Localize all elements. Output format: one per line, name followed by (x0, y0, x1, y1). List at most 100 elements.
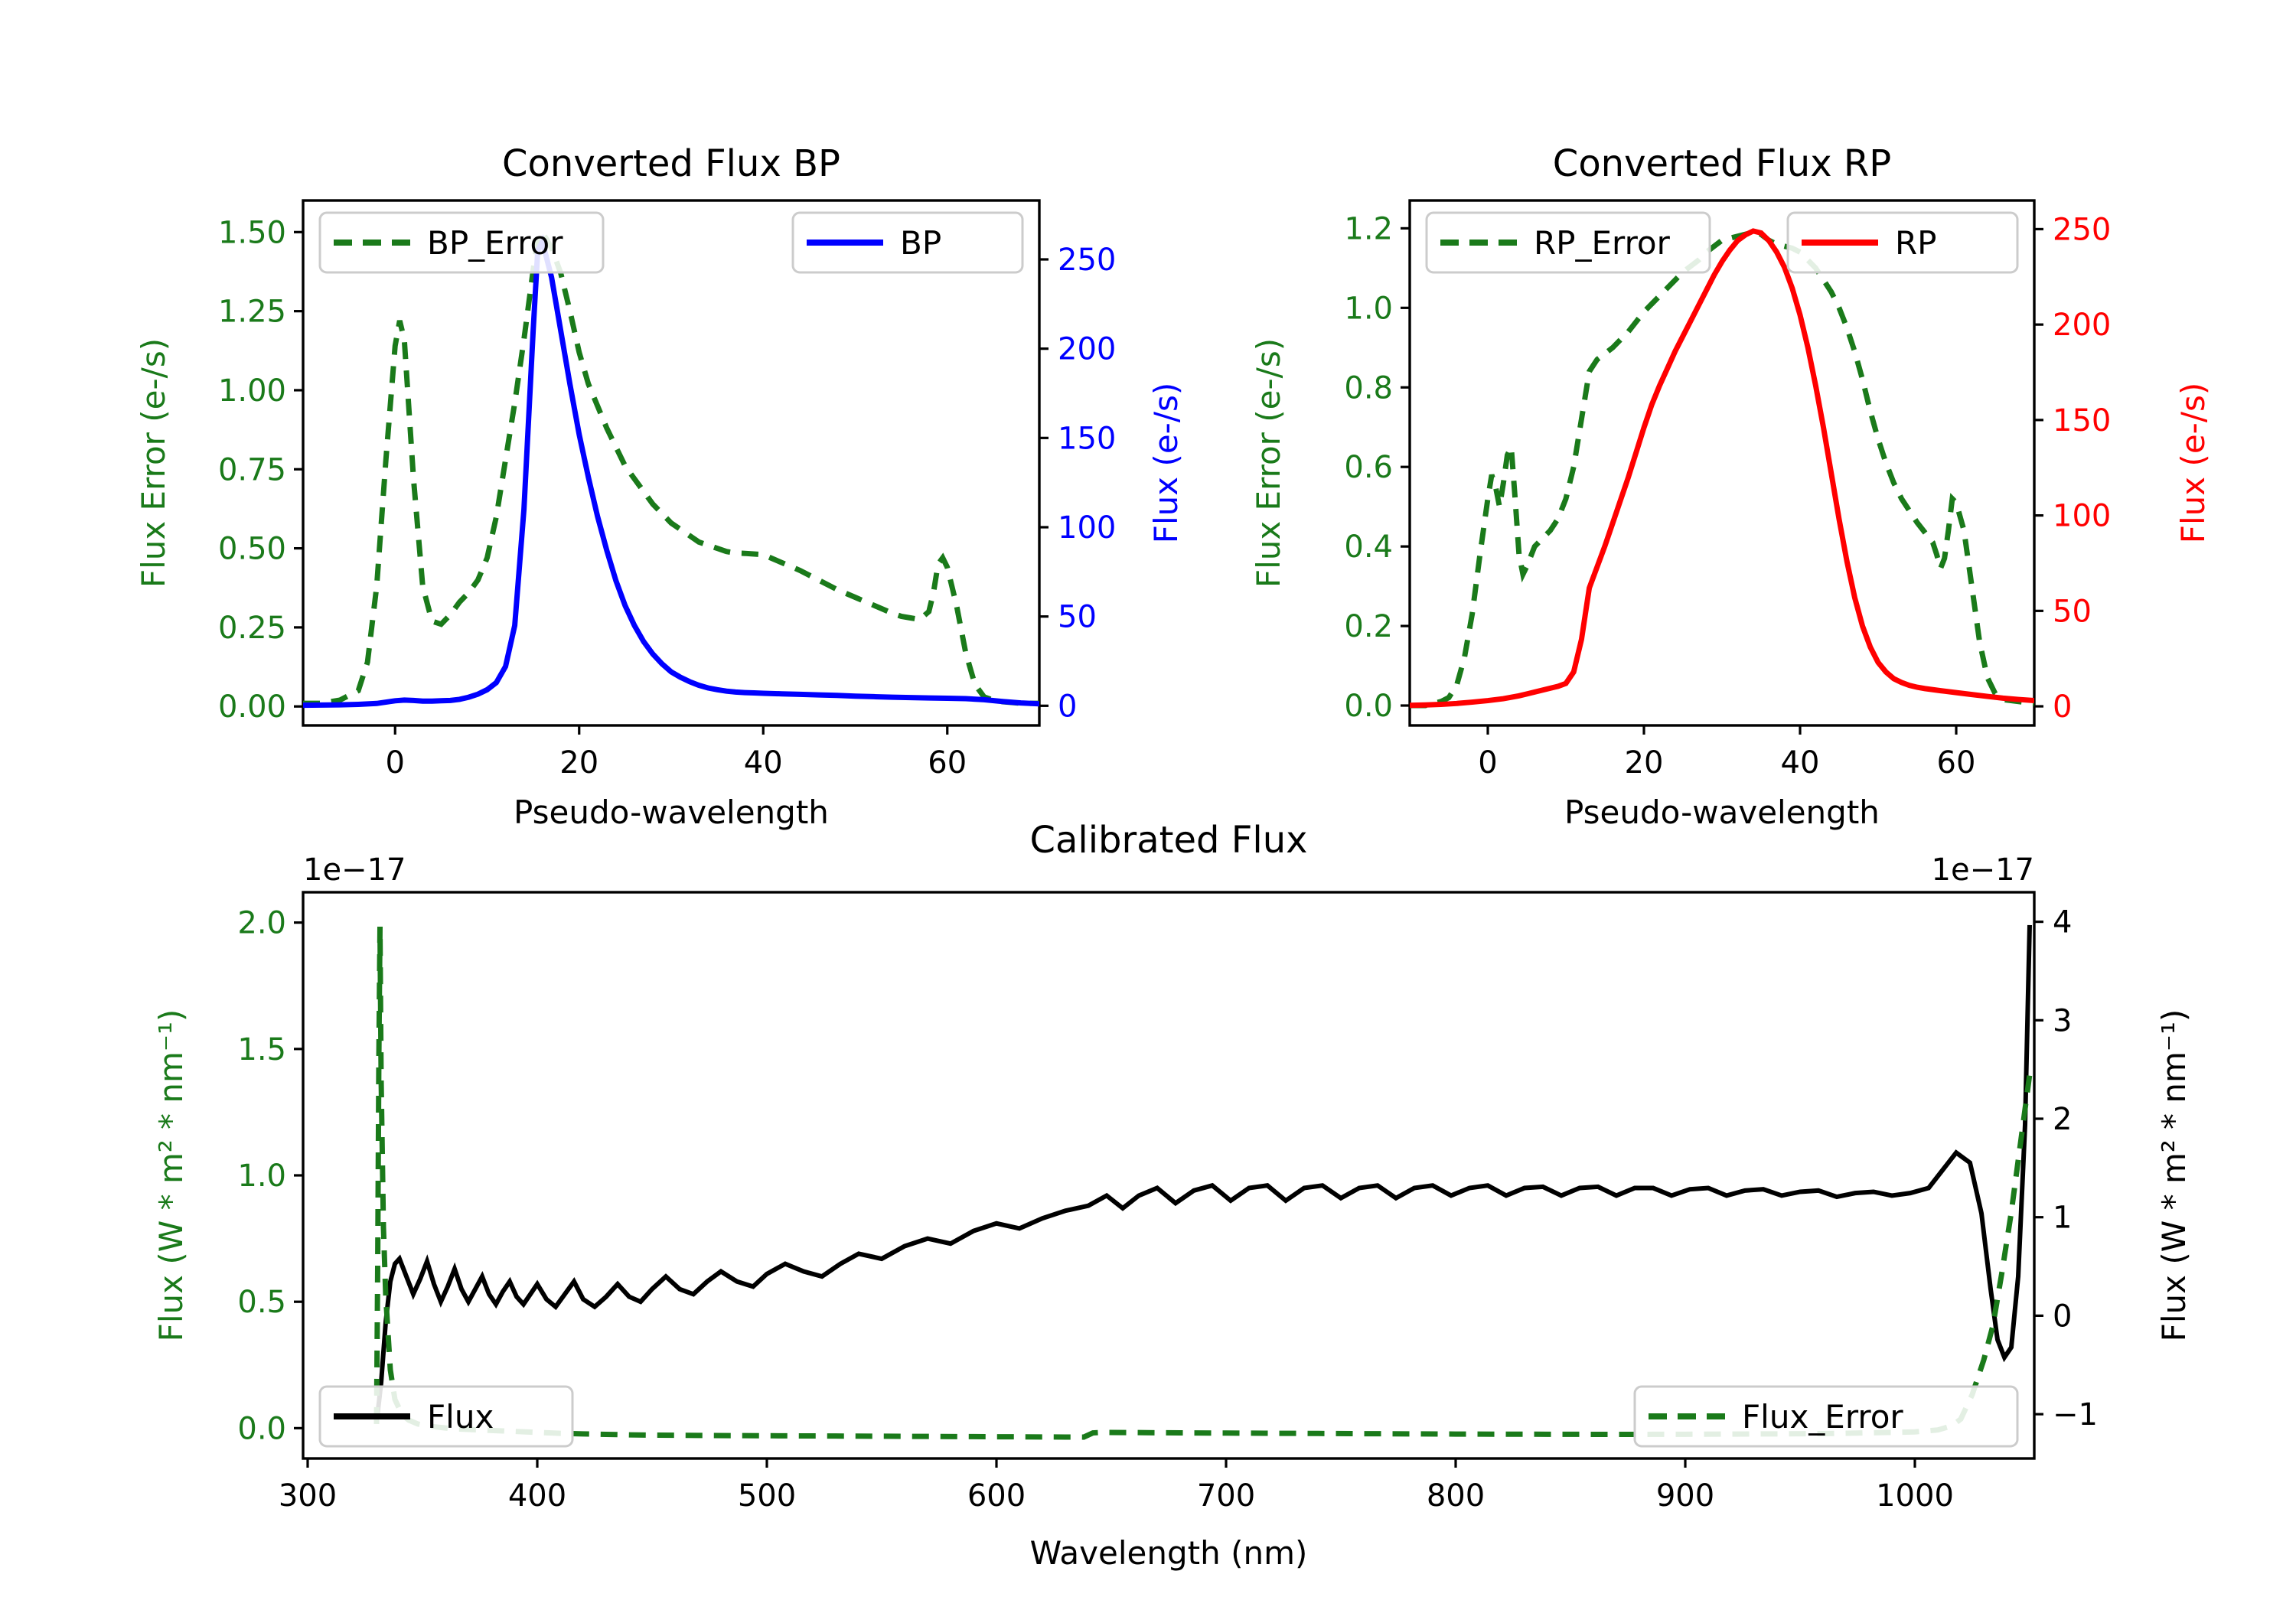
cal-plotarea-xtick-label: 300 (279, 1478, 337, 1514)
rp-plotarea-ytick-left-label: 1.0 (1344, 291, 1393, 326)
cal-plotarea-ytick-left-label: 1.0 (237, 1159, 286, 1194)
panel-converted-flux-rp: Converted Flux RP 0 20 40 60 0.0 0.2 0.4 0.6 0.8… (1250, 142, 2212, 831)
rp-plotarea-ytick-right-label: 200 (2053, 308, 2111, 343)
rp-plotarea-xtick-label: 60 (1937, 745, 1976, 781)
cal-right-offset-exponent: 1e−17 (1932, 852, 2034, 888)
cal-plotarea-xtick-label: 700 (1197, 1478, 1255, 1514)
cal-plotarea-xtick-label: 500 (738, 1478, 796, 1514)
bp-plotarea-ytick-right-label: 0 (1058, 689, 1077, 724)
cal-plotarea-xtick-label: 400 (508, 1478, 566, 1514)
cal-plotarea-ytick-right-label: 3 (2053, 1003, 2072, 1038)
cal-panel-title: Calibrated Flux (1029, 819, 1307, 862)
cal-plotarea-ytick-left-label: 1.5 (237, 1032, 286, 1067)
bp-plotarea-ytick-left-label: 1.00 (218, 373, 286, 409)
rp-x-axis-label: Pseudo-wavelength (1564, 794, 1880, 831)
cal-plotarea-xtick-label: 1000 (1876, 1478, 1954, 1514)
bp-right-y-axis-label: Flux (e-/s) (1147, 383, 1185, 543)
rp-plotarea-xtick-label: 0 (1478, 745, 1497, 781)
rp-legend-error[interactable]: RP_Error (1425, 211, 1711, 274)
rp-legend-left-label: RP_Error (1534, 224, 1671, 262)
cal-plotarea-xtick-label: 600 (967, 1478, 1026, 1514)
cal-plotarea-ytick-left-label: 2.0 (237, 906, 286, 941)
panel-converted-flux-bp: Converted Flux BP 0 20 40 60 0.00 0.25 0.50 0.7… (135, 142, 1185, 831)
bp-panel-title: Converted Flux BP (502, 142, 840, 185)
bp-plotarea-ytick-right-label: 250 (1058, 243, 1116, 278)
rp-plotarea-ytick-left-label: 0.8 (1344, 370, 1393, 406)
bp-plotarea-axes-frame (302, 199, 1041, 727)
bp-plotarea-series-bp (303, 233, 1039, 709)
rp-plotarea-ytick-right-label: 0 (2053, 689, 2072, 725)
panel-calibrated-flux: Calibrated Flux 300 400 500 600 700 800 900 100… (152, 819, 2193, 1572)
rp-panel-title: Converted Flux RP (1553, 142, 1891, 185)
bp-plotarea-series-bp_error (303, 227, 1039, 706)
rp-plotarea-ytick-left-label: 1.2 (1344, 211, 1393, 246)
cal-plotarea-ytick-right-label: 0 (2053, 1299, 2072, 1334)
rp-plotarea-ytick-right-label: 150 (2053, 403, 2111, 438)
cal-x-axis-label: Wavelength (nm) (1030, 1534, 1308, 1572)
cal-plotarea-xtick-label: 900 (1656, 1478, 1714, 1514)
rp-plotarea-ytick-left-label: 0.0 (1344, 689, 1393, 724)
cal-plotarea-xtick-label: 800 (1427, 1478, 1485, 1514)
bp-legend-right-box (791, 211, 1024, 274)
rp-legend-right-box (1786, 211, 2019, 274)
bp-plotarea-series-group (303, 227, 1039, 709)
bp-plotarea-ytick-right-label: 50 (1058, 600, 1097, 635)
bp-plotarea-ytick-right-label: 200 (1058, 332, 1116, 367)
rp-plotarea-ytick-left-label: 0.6 (1344, 450, 1393, 485)
bp-plotarea-xtick-label: 60 (928, 745, 967, 781)
rp-right-y-axis-label: Flux (e-/s) (2174, 383, 2212, 543)
cal-legend-right-label: Flux_Error (1742, 1398, 1903, 1436)
rp-plotarea-xtick-label: 20 (1625, 745, 1664, 781)
rp-plotarea-xtick-label: 40 (1781, 745, 1820, 781)
bp-legend-left-label: BP_Error (427, 224, 563, 262)
cal-legend-flux[interactable]: Flux (318, 1385, 574, 1448)
cal-left-offset-exponent: 1e−17 (303, 852, 406, 888)
bp-plotarea-xtick-label: 40 (744, 745, 783, 781)
bp-legend-right-label: BP (900, 224, 941, 262)
bp-plotarea-ytick-left-label: 0.25 (218, 611, 286, 646)
rp-plotarea-series-rp_error (1410, 229, 2034, 709)
rp-plotarea-axes-frame (1408, 199, 2036, 727)
bp-x-axis-label: Pseudo-wavelength (514, 794, 829, 831)
cal-right-y-axis-label: Flux (W * m² * nm⁻¹) (2155, 1009, 2193, 1342)
cal-plotarea-ytick-right-label: −1 (2053, 1397, 2098, 1432)
cal-plotarea-ytick-left-label: 0.0 (237, 1411, 286, 1446)
bp-plotarea-ytick-left-label: 0.50 (218, 532, 286, 567)
bp-legend-error[interactable]: BP_Error (318, 211, 605, 274)
rp-legend-right-label: RP (1895, 224, 1937, 262)
bp-plotarea-ytick-left-label: 0.75 (218, 452, 286, 487)
cal-plotarea-ytick-left-label: 0.5 (237, 1285, 286, 1320)
rp-plotarea-ytick-right-label: 50 (2053, 594, 2092, 629)
bp-plotarea-ytick-left-label: 1.25 (218, 295, 286, 330)
cal-plotarea-ytick-right-label: 4 (2053, 905, 2072, 940)
cal-legend-left-label: Flux (427, 1398, 494, 1436)
cal-legend-right-box (1633, 1385, 2019, 1448)
rp-plotarea-series-group (1410, 228, 2034, 709)
rp-legend-flux[interactable]: RP (1786, 211, 2019, 274)
bp-legend-flux[interactable]: BP (791, 211, 1024, 274)
bp-plotarea-ytick-left-label: 1.50 (218, 215, 286, 250)
cal-plotarea-series-flux (374, 924, 2032, 1424)
rp-plotarea-ytick-left-label: 0.4 (1344, 530, 1393, 565)
rp-plot-area: 0 20 40 60 0.0 0.2 0.4 0.6 0.8 1.0 1.2 0 50 100 150 200… (1344, 199, 2111, 781)
bp-plotarea-ytick-right-label: 150 (1058, 421, 1116, 456)
cal-plotarea-ytick-right-label: 2 (2053, 1102, 2072, 1137)
bp-left-y-axis-label: Flux Error (e-/s) (135, 338, 172, 588)
rp-plotarea-ytick-left-label: 0.2 (1344, 609, 1393, 644)
rp-plotarea-series-rp (1410, 228, 2034, 709)
rp-legend-left-box (1425, 211, 1711, 274)
rp-plotarea-ytick-right-label: 100 (2053, 499, 2111, 534)
rp-plotarea-ytick-right-label: 250 (2053, 212, 2111, 247)
bp-plotarea-ytick-right-label: 100 (1058, 510, 1116, 546)
rp-left-y-axis-label: Flux Error (e-/s) (1250, 338, 1287, 588)
cal-legend-left-box (318, 1385, 574, 1448)
cal-legend-flux-error[interactable]: Flux_Error (1633, 1385, 2019, 1448)
bp-plotarea-ytick-left-label: 0.00 (218, 689, 286, 725)
bp-plotarea-xtick-label: 20 (559, 745, 598, 781)
bp-plot-area: 0 20 40 60 0.00 0.25 0.50 0.75 1.00 1.25 1.50 0 50 10… (218, 199, 1116, 781)
cal-left-y-axis-label: Flux (W * m² * nm⁻¹) (152, 1009, 190, 1342)
cal-plotarea-ytick-right-label: 1 (2053, 1201, 2072, 1236)
bp-plotarea-xtick-label: 0 (386, 745, 405, 781)
